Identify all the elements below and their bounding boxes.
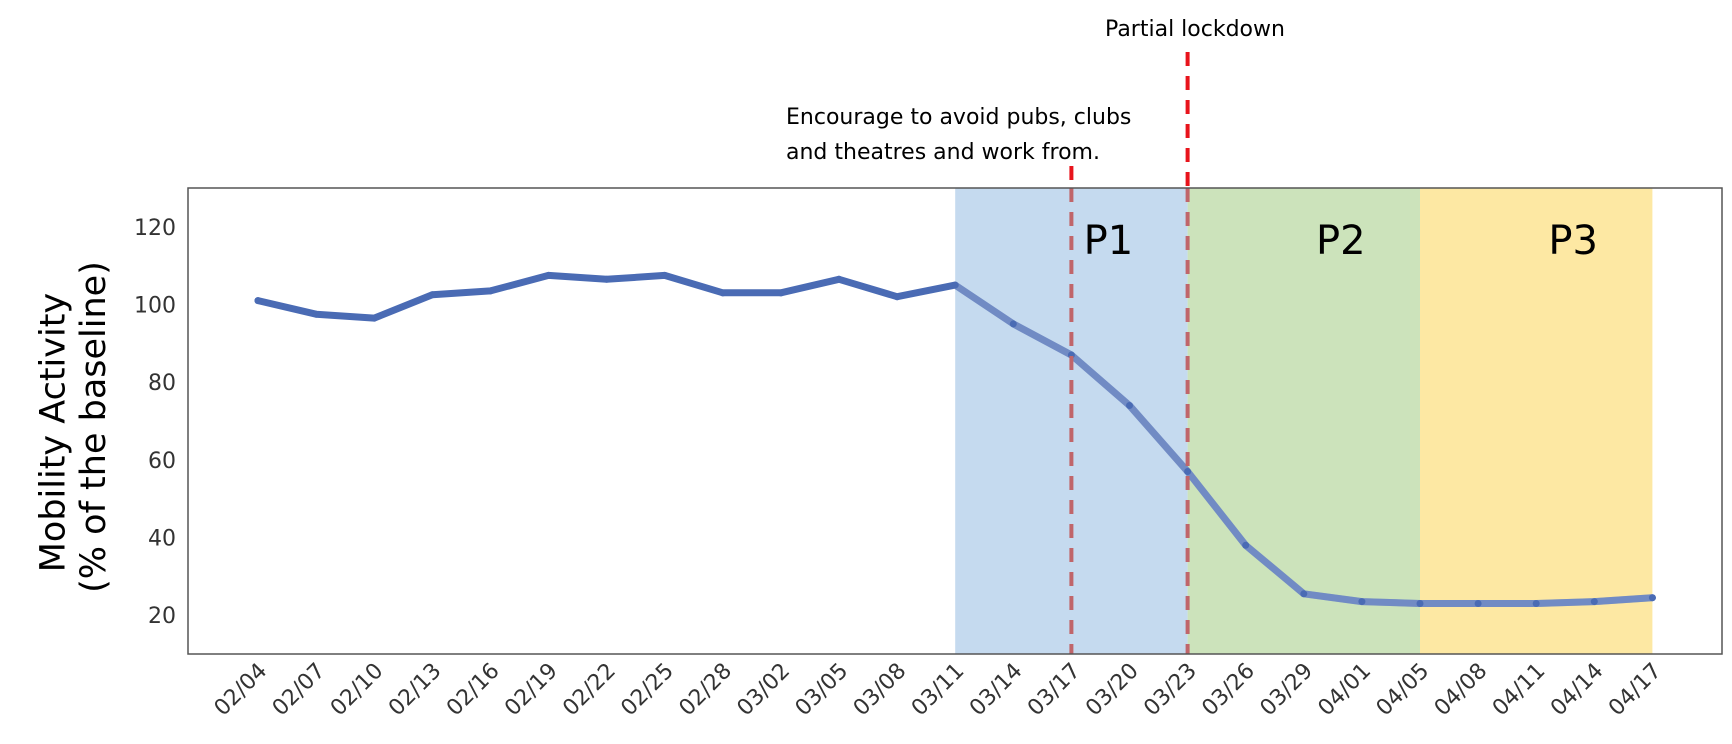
- data-point-02-19: [545, 271, 552, 279]
- x-tick-label: 02/19: [500, 659, 563, 722]
- data-point-03-02: [777, 289, 785, 297]
- x-tick-label: 04/05: [1372, 659, 1435, 722]
- data-point-04-17: [1648, 594, 1656, 602]
- data-point-04-14: [1590, 598, 1598, 606]
- data-point-02-13: [428, 291, 436, 299]
- y-tick-label: 100: [134, 294, 176, 319]
- data-point-02-22: [603, 275, 611, 283]
- line-layer: [254, 271, 1656, 608]
- y-tick-label: 80: [148, 371, 176, 396]
- x-tick-label: 02/16: [442, 659, 505, 722]
- x-tick-label: 02/13: [384, 659, 447, 722]
- y-axis-label-line2: (% of the baseline): [74, 261, 114, 593]
- x-tick-label: 04/08: [1430, 659, 1493, 722]
- annotation-1-line1: Encourage to avoid pubs, clubs: [786, 105, 1131, 130]
- data-point-04-05: [1416, 600, 1424, 608]
- y-axis-label-line1: Mobility Activity: [34, 293, 74, 572]
- x-tick-label: 03/20: [1081, 659, 1144, 722]
- x-tick-label: 04/01: [1314, 659, 1377, 722]
- y-axis-label: Mobility Activity (% of the baseline): [34, 261, 114, 593]
- annotation-2-label: Partial lockdown: [1105, 17, 1285, 42]
- data-point-03-29: [1300, 590, 1308, 598]
- data-point-03-11: [951, 281, 959, 289]
- x-tick-label: 03/08: [849, 659, 912, 722]
- plot-frame: [187, 187, 1723, 655]
- x-tick-label: 03/23: [1139, 659, 1202, 722]
- x-tick-label: 03/29: [1256, 659, 1319, 722]
- x-tick-label: 03/05: [791, 659, 854, 722]
- data-point-03-26: [1242, 541, 1250, 549]
- y-tick-label: 20: [148, 604, 176, 629]
- x-tick-label: 03/11: [907, 659, 970, 722]
- phase-band-p3: [1420, 188, 1653, 654]
- data-point-02-25: [661, 271, 669, 279]
- x-tick-label: 03/26: [1197, 659, 1260, 722]
- x-tick-label: 04/17: [1604, 659, 1667, 722]
- x-tick-label: 03/17: [1023, 659, 1086, 722]
- y-tick-label: 40: [148, 527, 176, 552]
- x-tick-label: 03/14: [965, 659, 1028, 722]
- y-tick-label: 120: [134, 216, 176, 241]
- x-tick-label: 04/14: [1546, 659, 1609, 722]
- annotation-labels: Encourage to avoid pubs, clubs and theatr…: [786, 17, 1285, 165]
- data-point-04-11: [1532, 600, 1540, 608]
- data-point-03-14: [1009, 320, 1017, 328]
- x-tick-label: 04/11: [1488, 659, 1551, 722]
- data-point-02-04: [254, 297, 262, 305]
- x-tick-label: 02/07: [268, 659, 331, 722]
- phase-band-p2: [1187, 188, 1420, 654]
- data-point-03-08: [893, 293, 901, 301]
- x-tick-label: 02/28: [675, 659, 738, 722]
- data-point-02-07: [312, 310, 320, 318]
- x-tick-label: 02/10: [326, 659, 389, 722]
- data-point-02-10: [370, 314, 378, 322]
- data-point-02-16: [486, 287, 494, 295]
- data-point-04-01: [1358, 598, 1366, 606]
- x-axis-ticks: 02/0402/0702/1002/1302/1602/1902/2202/25…: [210, 659, 1667, 722]
- data-point-03-05: [835, 275, 843, 283]
- data-point-03-20: [1126, 401, 1133, 409]
- annotation-1-line2: and theatres and work from.: [786, 140, 1100, 165]
- x-tick-label: 03/02: [733, 659, 796, 722]
- x-tick-label: 02/22: [558, 659, 621, 722]
- data-point-03-23: [1184, 467, 1192, 475]
- phase-label-p1: P1: [1084, 218, 1134, 264]
- phase-labels: P1 P2 P3: [1084, 218, 1598, 264]
- data-point-04-08: [1474, 600, 1482, 608]
- y-tick-label: 60: [148, 449, 176, 474]
- phase-label-p3: P3: [1548, 218, 1598, 264]
- phase-label-p2: P2: [1316, 218, 1366, 264]
- y-axis-ticks: 20 40 60 80 100 120: [134, 216, 176, 629]
- data-point-02-28: [719, 289, 727, 297]
- x-tick-label: 02/25: [616, 659, 679, 722]
- event-lines: [1069, 52, 1190, 654]
- x-tick-label: 02/04: [210, 659, 273, 722]
